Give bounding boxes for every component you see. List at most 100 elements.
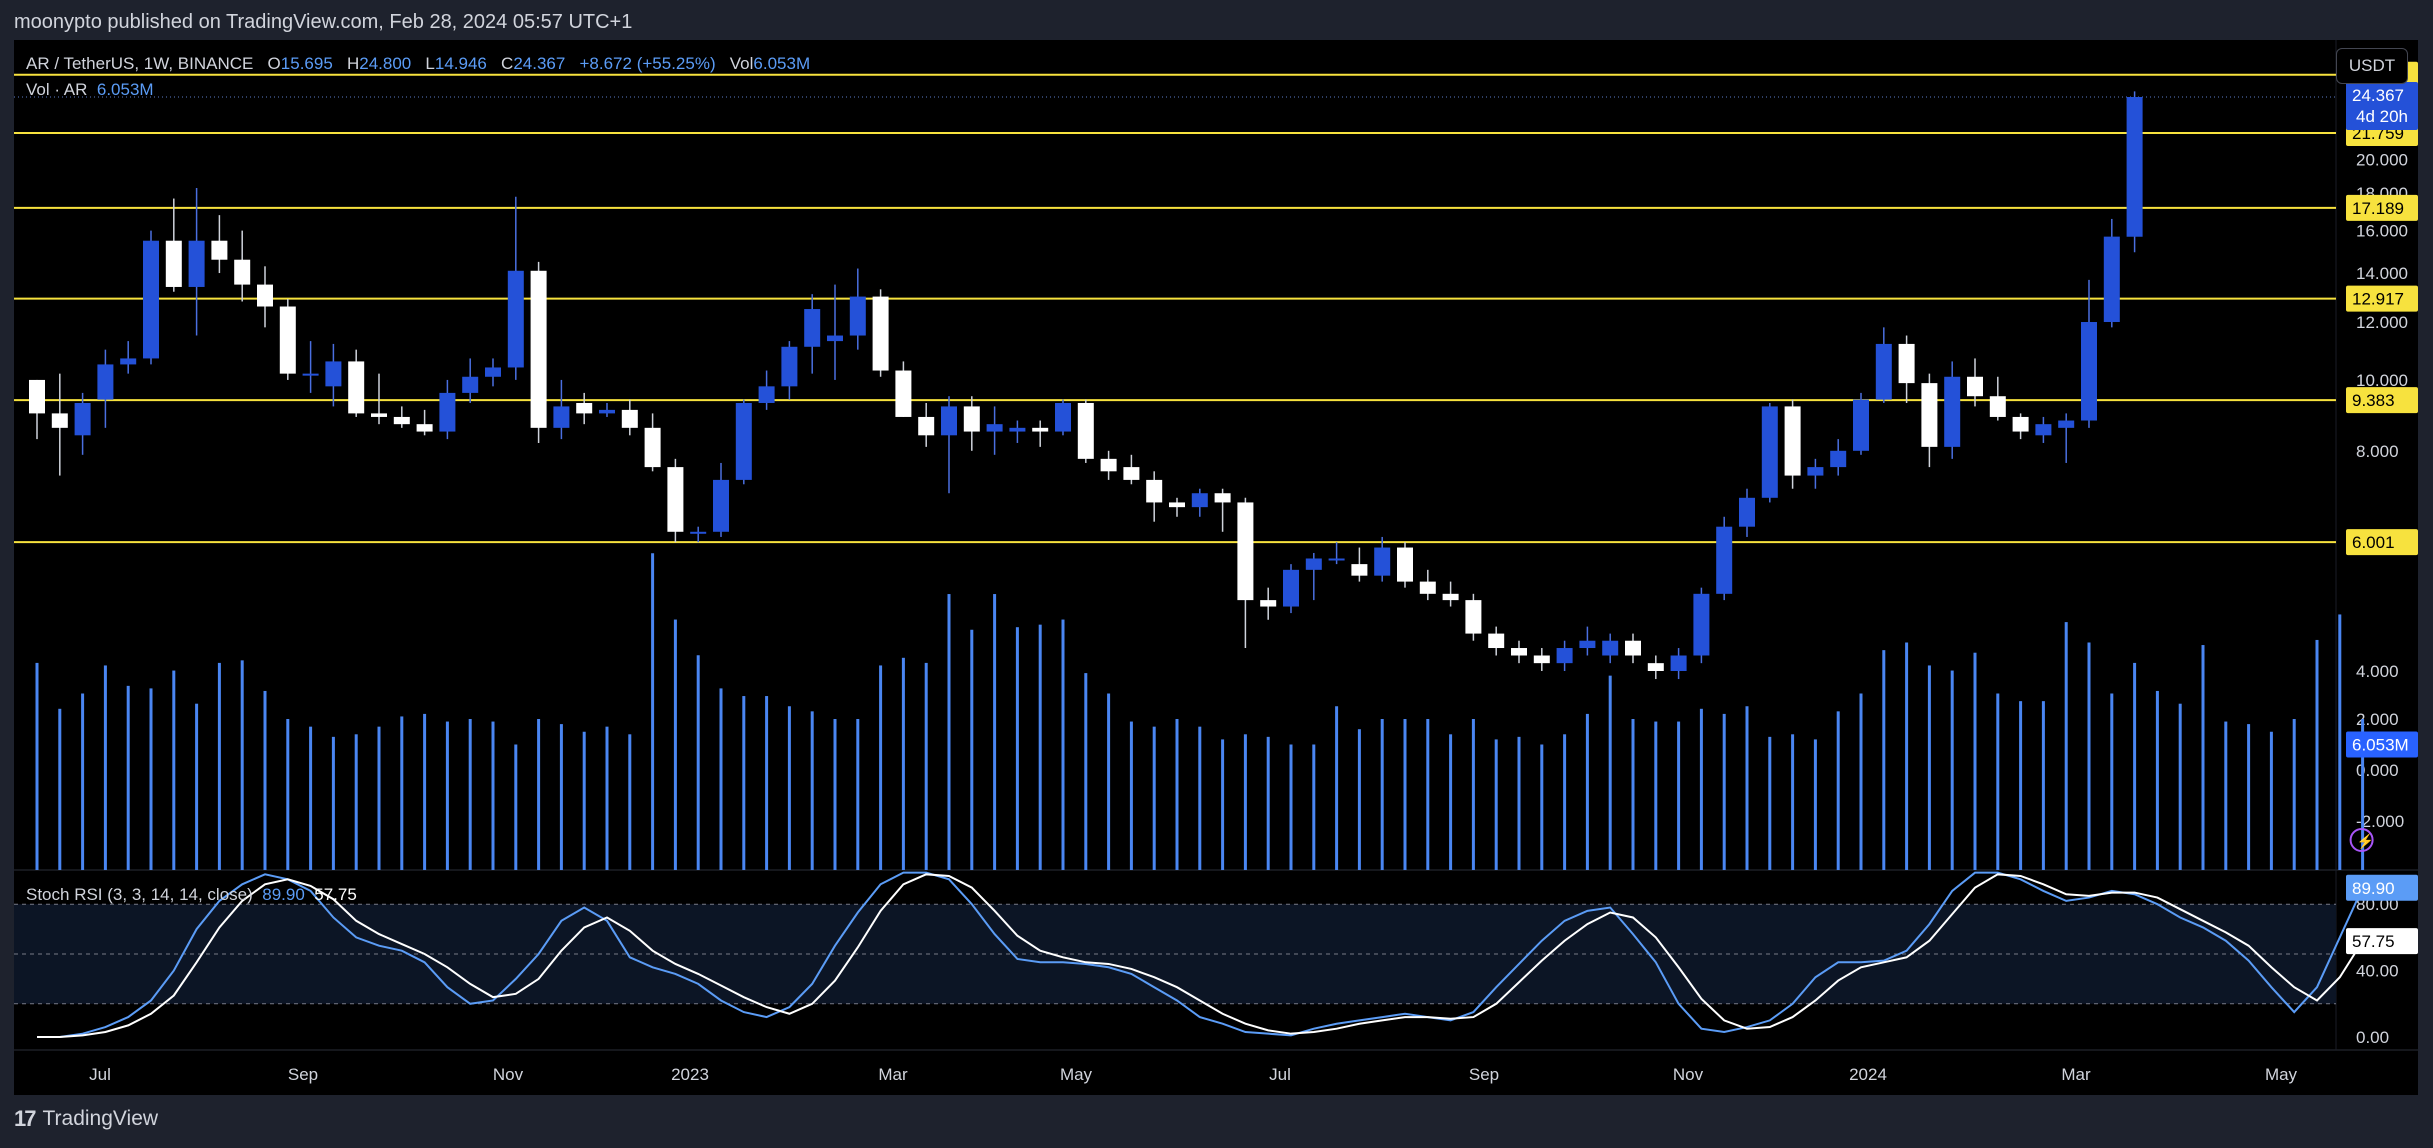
volume-bar bbox=[1540, 744, 1544, 870]
volume-bar bbox=[1722, 713, 1726, 870]
candle-body bbox=[1009, 427, 1026, 432]
volume-bar bbox=[1312, 744, 1316, 870]
volume-bar bbox=[2133, 662, 2137, 870]
time-tick-label: Jul bbox=[89, 1065, 111, 1084]
tradingview-logo[interactable]: 17 TradingView bbox=[14, 1106, 158, 1132]
volume-bar bbox=[377, 726, 381, 870]
candle-body bbox=[439, 392, 456, 432]
candle-body bbox=[416, 424, 433, 432]
candle-body bbox=[348, 361, 365, 414]
volume-bar bbox=[2338, 614, 2342, 870]
candle-body bbox=[1283, 569, 1299, 607]
symbol-label: AR / TetherUS, 1W, BINANCE bbox=[26, 54, 254, 73]
candle-body bbox=[1625, 640, 1641, 656]
candle-body bbox=[325, 361, 342, 387]
candle-body bbox=[1032, 427, 1049, 432]
candle-body bbox=[1875, 343, 1892, 400]
volume-bar bbox=[126, 685, 130, 870]
time-tick-label: May bbox=[2265, 1065, 2298, 1084]
candle-body bbox=[986, 424, 1003, 432]
volume-bar bbox=[1927, 665, 1931, 870]
candle-body bbox=[1191, 493, 1208, 508]
candle-body bbox=[1647, 663, 1664, 671]
volume-tick-label: 0.000 bbox=[2356, 761, 2399, 780]
candle-body bbox=[530, 270, 547, 428]
candle-body bbox=[371, 413, 387, 417]
chart-area[interactable]: 4.000 8.000 10.000 12.000 14.000 16.000 18.000… bbox=[14, 40, 2418, 1095]
time-tick-label: 2024 bbox=[1849, 1065, 1887, 1084]
volume-bar bbox=[1152, 726, 1156, 870]
candle-body bbox=[1807, 467, 1824, 476]
candle-body bbox=[279, 306, 296, 374]
volume-bar bbox=[1084, 673, 1088, 870]
candle-body bbox=[2103, 236, 2120, 323]
volume-bar bbox=[628, 734, 632, 870]
volume-row-label: Vol · AR bbox=[26, 80, 88, 99]
volume-bar bbox=[1791, 734, 1795, 870]
time-tick-label: Sep bbox=[1469, 1065, 1499, 1084]
level-price-tag bbox=[2346, 529, 2418, 556]
candle-body bbox=[1556, 648, 1573, 664]
volume-bar bbox=[1563, 734, 1567, 870]
volume-bar bbox=[217, 662, 221, 870]
candle-body bbox=[1602, 640, 1619, 656]
volume-bar bbox=[833, 719, 837, 870]
volume-price-tag bbox=[2346, 731, 2418, 758]
volume-bar bbox=[651, 553, 655, 870]
volume-bar bbox=[1677, 721, 1681, 870]
candle-body bbox=[758, 386, 775, 403]
candle-body bbox=[1442, 593, 1459, 601]
low-value: 14.946 bbox=[434, 54, 487, 73]
candle-body bbox=[644, 427, 661, 468]
candle-body bbox=[2035, 424, 2052, 436]
volume-bar bbox=[2064, 622, 2068, 870]
candle-body bbox=[827, 335, 843, 342]
volume-bar bbox=[2269, 731, 2273, 870]
time-tick-label: Jul bbox=[1269, 1065, 1291, 1084]
candle-body bbox=[621, 409, 638, 428]
candle-body bbox=[257, 284, 273, 307]
candle-body bbox=[1784, 406, 1801, 476]
candle-body bbox=[599, 409, 615, 414]
candle-body bbox=[1077, 402, 1094, 459]
volume-bar bbox=[1654, 721, 1658, 870]
volume-bar bbox=[993, 594, 997, 870]
candle-body bbox=[1169, 502, 1185, 508]
candle-body bbox=[74, 402, 91, 436]
candle-body bbox=[1328, 558, 1345, 561]
price-tick-label: 20.000 bbox=[2356, 151, 2408, 170]
volume-legend: Vol · AR 6.053M bbox=[26, 80, 154, 100]
candle-body bbox=[1488, 633, 1505, 649]
volume-bar bbox=[1221, 739, 1225, 870]
candle-body bbox=[1055, 402, 1071, 432]
candle-body bbox=[507, 270, 524, 368]
volume-tick-label: 2.000 bbox=[2356, 710, 2399, 729]
candle-body bbox=[2081, 322, 2097, 421]
volume-row-value: 6.053M bbox=[96, 80, 154, 99]
candle-body bbox=[1397, 547, 1413, 582]
volume-bar bbox=[2155, 690, 2159, 870]
volume-bar bbox=[1905, 642, 1909, 870]
volume-bar bbox=[1038, 624, 1042, 870]
stoch-label: Stoch RSI (3, 3, 14, 14, close) bbox=[26, 885, 253, 904]
volume-bar bbox=[787, 706, 791, 870]
candle-body bbox=[1830, 450, 1847, 468]
change-value: +8.672 (+55.25%) bbox=[579, 54, 716, 73]
candle-body bbox=[1214, 493, 1231, 503]
chart-svg[interactable]: 4.0008.00010.00012.00014.00016.00018.000… bbox=[14, 40, 2418, 1095]
candle-body bbox=[713, 479, 729, 532]
volume-bar bbox=[879, 665, 883, 870]
candle-body bbox=[553, 406, 570, 428]
candle-body bbox=[1351, 564, 1368, 576]
low-label: L bbox=[425, 54, 435, 73]
volume-bar bbox=[1061, 619, 1065, 870]
volume-bar bbox=[1517, 736, 1521, 870]
currency-unit-button[interactable]: USDT bbox=[2336, 48, 2408, 84]
volume-bar bbox=[1335, 706, 1339, 870]
volume-bar bbox=[1015, 627, 1019, 870]
price-legend: AR / TetherUS, 1W, BINANCE O15.695 H24.8… bbox=[26, 54, 810, 74]
stoch-tick-label: 40.00 bbox=[2356, 962, 2399, 981]
volume-bar bbox=[2178, 703, 2182, 870]
candle-body bbox=[29, 379, 45, 414]
candle-body bbox=[393, 416, 410, 425]
